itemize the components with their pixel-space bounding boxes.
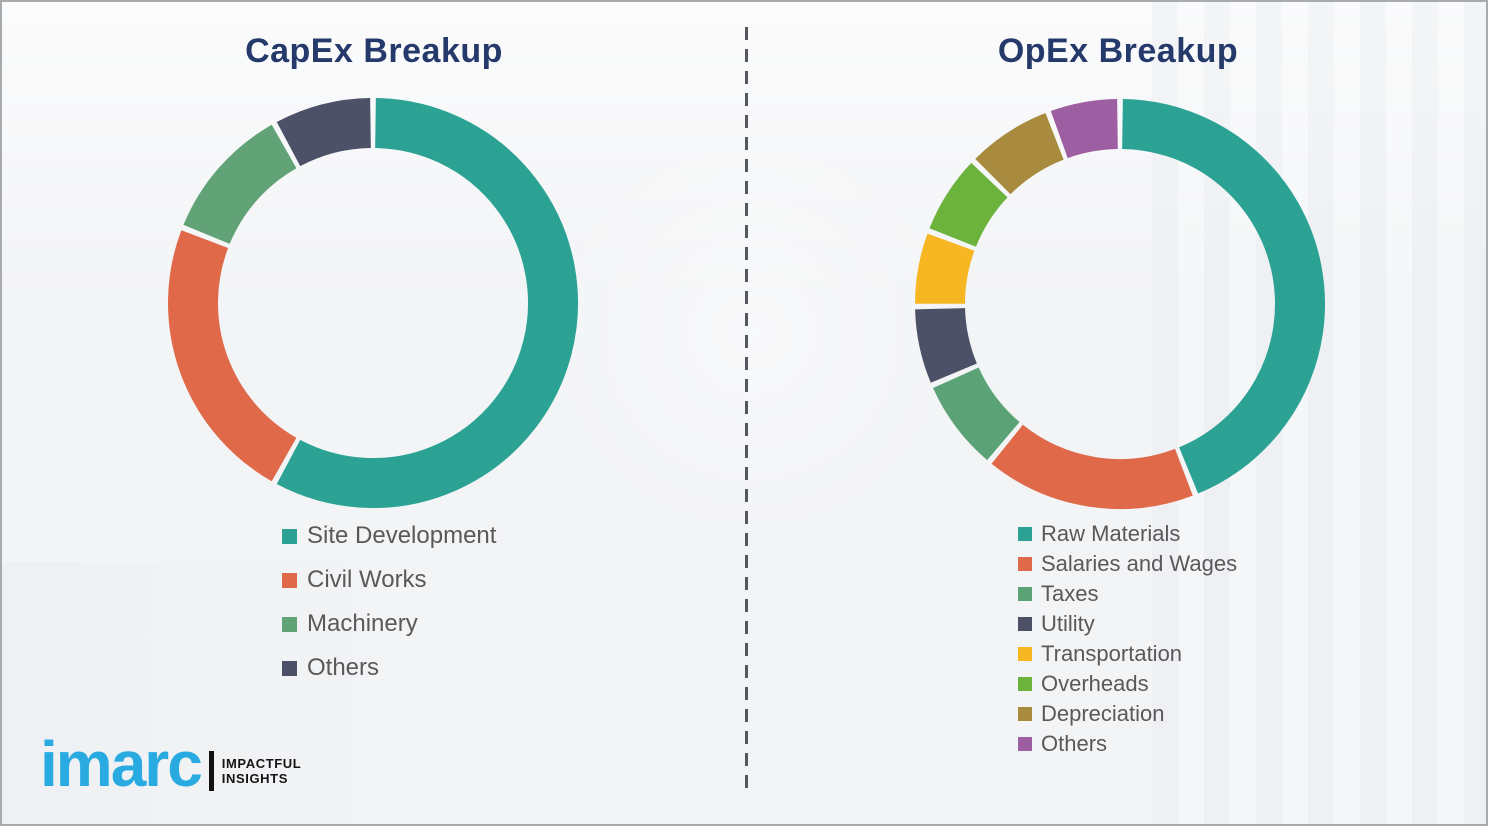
legend-item: Others [1018,729,1237,759]
legend-item: Machinery [282,602,496,646]
dashed-divider [745,27,748,793]
legend-marker [1018,587,1032,601]
logo-separator [208,751,214,791]
chart-title: CapEx Breakup [245,32,503,70]
legend-label: Taxes [1041,581,1099,606]
legend-label: Raw Materials [1041,521,1181,546]
donut-segment [276,98,372,167]
legend-item: Salaries and Wages [1018,549,1237,579]
capex-panel: CapEx Breakup Site Development Civil Work… [2,2,746,824]
logo-wordmark: imarc [40,728,203,800]
donut-segment [929,162,1008,248]
chart-legend: Site Development Civil Works Machinery Othe… [282,514,496,690]
legend-label: Others [307,654,380,681]
legend-label: Overheads [1041,671,1149,696]
legend-marker [1018,557,1032,571]
legend-item: Others [282,646,496,690]
legend-label: Machinery [307,610,418,637]
legend-label: Civil Works [307,566,427,593]
donut-chart [167,97,579,514]
legend-label: Salaries and Wages [1041,551,1238,576]
legend-marker [1018,707,1032,721]
opex-panel: OpEx Breakup Raw Materials Salaries and W… [746,2,1486,824]
legend-marker [282,572,297,588]
legend-marker [1018,677,1032,691]
legend-marker [282,528,297,544]
legend-item: Taxes [1018,579,1237,609]
legend-label: Utility [1041,611,1095,636]
legend-item: Utility [1018,609,1237,639]
donut-segment [975,113,1065,195]
legend-item: Transportation [1018,639,1237,669]
legend-marker [1018,527,1032,541]
chart-title: OpEx Breakup [997,32,1239,70]
logo-tagline: IMPACTFUL INSIGHTS [222,756,302,786]
legend-marker [282,660,297,676]
chart-legend: Raw Materials Salaries and Wages Taxes Util… [1018,519,1237,759]
legend-item: Civil Works [282,558,496,602]
donut-segment [991,424,1193,509]
legend-item: Overheads [1018,669,1237,699]
legend-marker [282,616,297,632]
donut-chart [914,98,1326,515]
legend-item: Depreciation [1018,699,1237,729]
donut-segment [915,307,978,383]
donut-segment [1121,99,1325,494]
legend-marker [1018,647,1032,661]
legend-label: Depreciation [1041,701,1165,726]
tagline-line-1: IMPACTFUL [221,756,302,771]
legend-item: Raw Materials [1018,519,1237,549]
legend-label: Transportation [1041,641,1183,666]
donut-segment [276,98,578,508]
legend-label: Others [1041,731,1108,756]
donut-segment [915,233,975,305]
donut-segment [168,230,297,482]
legend-marker [1018,617,1032,631]
legend-item: Site Development [282,514,496,558]
tagline-line-2: INSIGHTS [221,771,288,786]
donut-segment [183,124,297,245]
donut-segment [933,366,1021,461]
imarc-logo: imarc IMPACTFUL INSIGHTS [40,732,301,796]
donut-segment [1050,99,1119,159]
legend-label: Site Development [307,522,497,549]
legend-marker [1018,737,1032,751]
